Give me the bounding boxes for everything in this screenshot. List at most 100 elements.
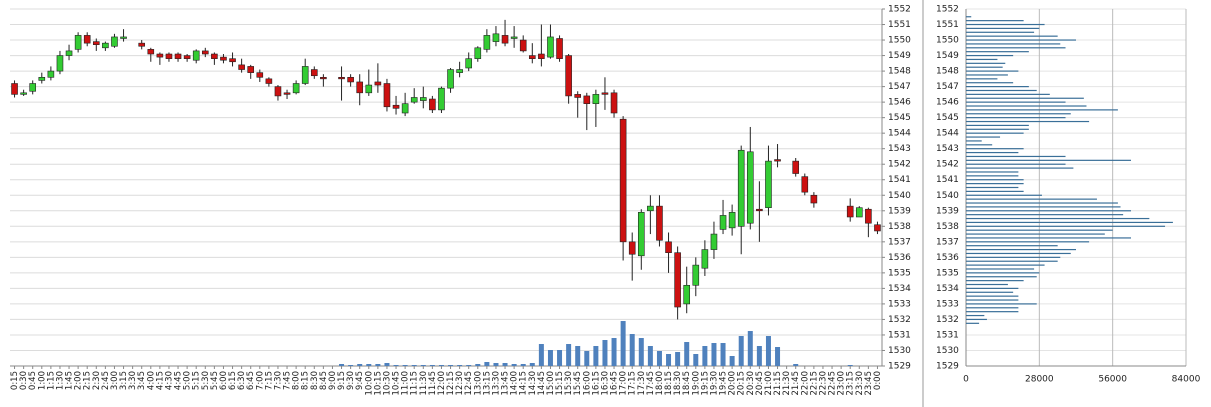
x-tick-label: 17:45 bbox=[646, 371, 656, 396]
volume-bar bbox=[584, 351, 590, 366]
candle-body bbox=[565, 55, 572, 97]
x-tick-label: 13:45 bbox=[501, 371, 511, 396]
volume-bar bbox=[357, 364, 363, 366]
x-tick-label: 3:15 bbox=[119, 371, 129, 390]
y-tick-label: 1535 bbox=[936, 268, 959, 278]
x-tick-label: 8:45 bbox=[319, 371, 329, 390]
x-tick-label: 13:15 bbox=[482, 371, 492, 396]
profile-bar bbox=[966, 128, 1029, 130]
volume-bar bbox=[457, 365, 463, 366]
profile-bar bbox=[966, 245, 1058, 247]
x-tick-label: 9:15 bbox=[337, 371, 347, 390]
candle-body bbox=[637, 212, 645, 257]
x-tick-label: 6:45 bbox=[246, 371, 256, 390]
x-tick-label: 1:30 bbox=[55, 371, 65, 390]
x-tick-label: 11:45 bbox=[428, 371, 438, 396]
profile-bar bbox=[966, 54, 1014, 57]
x-tick-label: 7:30 bbox=[273, 371, 283, 390]
profile-bar bbox=[966, 202, 1118, 204]
candle-body bbox=[874, 224, 881, 232]
volume-bar bbox=[693, 354, 699, 366]
profile-bar bbox=[966, 210, 1131, 212]
volume-bar bbox=[720, 343, 726, 366]
candle-body bbox=[310, 69, 318, 77]
y-tick-label: 1547 bbox=[888, 82, 911, 92]
candle-body bbox=[301, 66, 309, 84]
x-tick-label: 14:45 bbox=[537, 371, 547, 396]
candle-body bbox=[274, 86, 282, 97]
volume-bar bbox=[647, 346, 653, 366]
x-tick-label: 9:45 bbox=[355, 371, 365, 390]
volume-bar bbox=[747, 331, 753, 366]
volume-bar bbox=[756, 346, 762, 366]
candle-body bbox=[592, 94, 600, 104]
y-tick-label: 1538 bbox=[936, 222, 959, 232]
candle-body bbox=[392, 104, 400, 109]
x-tick-label: 1:15 bbox=[46, 371, 56, 390]
x-tick-label: 1:00 bbox=[37, 371, 47, 390]
candle-body bbox=[256, 72, 264, 78]
x-tick-label: 17:15 bbox=[628, 371, 638, 396]
profile-bar bbox=[966, 206, 1121, 208]
profile-bar bbox=[966, 140, 982, 142]
x-tick-label: 6:30 bbox=[237, 371, 247, 390]
profile-bar bbox=[966, 233, 1105, 235]
x-tick-label: 8:00 bbox=[292, 371, 302, 390]
x-tick-label: 13:30 bbox=[491, 371, 501, 396]
volume-bar bbox=[339, 364, 345, 366]
candle-body bbox=[447, 69, 454, 89]
x-tick-label: 2:15 bbox=[83, 371, 93, 390]
candle-body bbox=[774, 159, 781, 162]
x-tick-label: 17:30 bbox=[637, 371, 647, 396]
profile-bar bbox=[966, 248, 1076, 251]
candle-body bbox=[628, 241, 636, 255]
y-tick-label: 1548 bbox=[888, 67, 911, 77]
volume-bar bbox=[475, 364, 481, 366]
x-tick-label: 28000 bbox=[1025, 375, 1054, 385]
x-tick-label: 19:45 bbox=[719, 371, 729, 396]
profile-bar bbox=[966, 78, 998, 80]
volume-bar bbox=[438, 365, 444, 366]
x-tick-label: 20:30 bbox=[746, 371, 756, 396]
y-tick-label: 1539 bbox=[936, 206, 959, 216]
y-tick-label: 1539 bbox=[888, 206, 911, 216]
profile-bar bbox=[966, 260, 1058, 262]
candle-body bbox=[56, 55, 64, 72]
x-tick-label: 10:15 bbox=[373, 371, 383, 396]
profile-bar bbox=[966, 136, 1001, 138]
candle-body bbox=[265, 78, 273, 84]
x-tick-label: 10:00 bbox=[364, 371, 374, 396]
volume-bar bbox=[393, 365, 399, 366]
profile-bar bbox=[966, 237, 1131, 239]
profile-bar bbox=[966, 186, 1019, 189]
x-tick-label: 6:15 bbox=[228, 371, 238, 390]
candle-body bbox=[38, 76, 46, 81]
x-tick-label: 4:00 bbox=[146, 371, 156, 390]
candle-body bbox=[492, 33, 500, 42]
volume-bar bbox=[511, 364, 517, 366]
profile-bar bbox=[966, 66, 1003, 68]
x-tick-label: 0:00 bbox=[873, 371, 883, 390]
candle-body bbox=[120, 36, 127, 39]
x-tick-label: 20:45 bbox=[755, 371, 765, 396]
volume-bar bbox=[366, 364, 372, 366]
y-tick-label: 1533 bbox=[888, 299, 911, 309]
candle-body bbox=[728, 212, 736, 229]
candle-body bbox=[574, 94, 582, 98]
x-tick-label: 12:15 bbox=[446, 371, 456, 396]
candle-body bbox=[556, 38, 563, 59]
candle-body bbox=[619, 118, 627, 243]
profile-bar bbox=[966, 120, 1090, 123]
profile-bar bbox=[966, 144, 993, 146]
x-tick-label: 7:15 bbox=[264, 371, 274, 390]
y-tick-label: 1542 bbox=[888, 160, 911, 170]
profile-bar bbox=[966, 74, 1008, 76]
profile-bar bbox=[966, 51, 1029, 53]
profile-bar bbox=[966, 93, 1050, 95]
candle-body bbox=[810, 194, 818, 204]
x-tick-label: 2:45 bbox=[101, 371, 111, 390]
y-tick-label: 1532 bbox=[936, 315, 959, 325]
profile-bar bbox=[966, 39, 1076, 41]
y-tick-label: 1551 bbox=[888, 20, 911, 30]
profile-bar bbox=[966, 86, 1029, 88]
